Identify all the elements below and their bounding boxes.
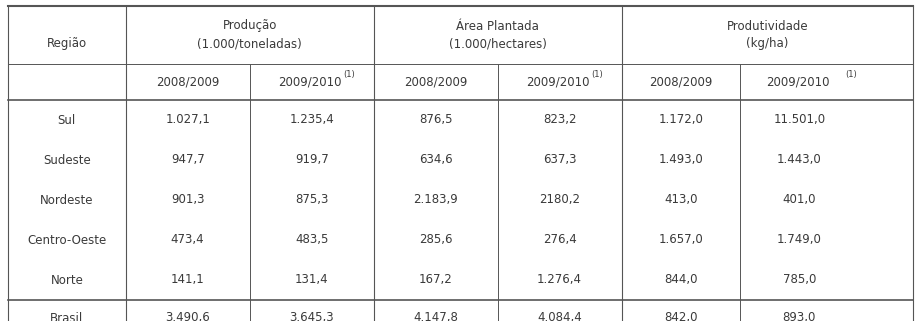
Text: 2009/2010: 2009/2010 [526, 75, 589, 89]
Text: 141,1: 141,1 [170, 273, 204, 287]
Text: 3.645,3: 3.645,3 [289, 311, 334, 321]
Text: 901,3: 901,3 [171, 194, 204, 206]
Text: 2180,2: 2180,2 [539, 194, 580, 206]
Text: 1.657,0: 1.657,0 [659, 233, 704, 247]
Text: 876,5: 876,5 [419, 114, 452, 126]
Text: 844,0: 844,0 [664, 273, 697, 287]
Text: 4.084,4: 4.084,4 [537, 311, 582, 321]
Text: 167,2: 167,2 [419, 273, 452, 287]
Text: 276,4: 276,4 [542, 233, 577, 247]
Text: 634,6: 634,6 [419, 153, 452, 167]
Text: Produtividade
(kg/ha): Produtividade (kg/ha) [727, 20, 808, 50]
Text: 2009/2010: 2009/2010 [765, 75, 829, 89]
Text: 2009/2010: 2009/2010 [278, 75, 342, 89]
Text: Sudeste: Sudeste [43, 153, 90, 167]
Text: 823,2: 823,2 [542, 114, 577, 126]
Text: Centro-Oeste: Centro-Oeste [28, 233, 107, 247]
Text: Área Plantada
(1.000/hectares): Área Plantada (1.000/hectares) [449, 20, 546, 50]
Text: 1.172,0: 1.172,0 [659, 114, 704, 126]
Text: Nordeste: Nordeste [41, 194, 94, 206]
Text: (1): (1) [845, 71, 857, 80]
Text: 3.490,6: 3.490,6 [165, 311, 210, 321]
Text: Sul: Sul [58, 114, 76, 126]
Text: 2008/2009: 2008/2009 [404, 75, 467, 89]
Text: 2008/2009: 2008/2009 [156, 75, 219, 89]
Text: Norte: Norte [51, 273, 83, 287]
Text: Produção
(1.000/toneladas): Produção (1.000/toneladas) [197, 20, 302, 50]
Text: 785,0: 785,0 [783, 273, 816, 287]
Text: 11.501,0: 11.501,0 [774, 114, 825, 126]
Text: 401,0: 401,0 [783, 194, 816, 206]
Text: Brasil: Brasil [51, 311, 84, 321]
Text: 1.749,0: 1.749,0 [777, 233, 822, 247]
Text: 2.183,9: 2.183,9 [414, 194, 458, 206]
Text: 1.235,4: 1.235,4 [289, 114, 334, 126]
Text: 1.276,4: 1.276,4 [537, 273, 582, 287]
Text: (1): (1) [343, 71, 355, 80]
Text: 4.147,8: 4.147,8 [414, 311, 458, 321]
Text: 131,4: 131,4 [295, 273, 329, 287]
Text: 2008/2009: 2008/2009 [649, 75, 713, 89]
Text: 875,3: 875,3 [295, 194, 328, 206]
Text: 637,3: 637,3 [542, 153, 577, 167]
Text: 893,0: 893,0 [783, 311, 816, 321]
Text: 1.493,0: 1.493,0 [659, 153, 704, 167]
Text: (1): (1) [591, 71, 602, 80]
Text: 1.443,0: 1.443,0 [777, 153, 822, 167]
Text: 473,4: 473,4 [170, 233, 204, 247]
Text: Região: Região [47, 37, 87, 49]
Text: 413,0: 413,0 [664, 194, 697, 206]
Text: 285,6: 285,6 [419, 233, 452, 247]
Text: 1.027,1: 1.027,1 [165, 114, 210, 126]
Text: 842,0: 842,0 [664, 311, 697, 321]
Text: 483,5: 483,5 [295, 233, 328, 247]
Text: 947,7: 947,7 [170, 153, 204, 167]
Text: 919,7: 919,7 [295, 153, 329, 167]
